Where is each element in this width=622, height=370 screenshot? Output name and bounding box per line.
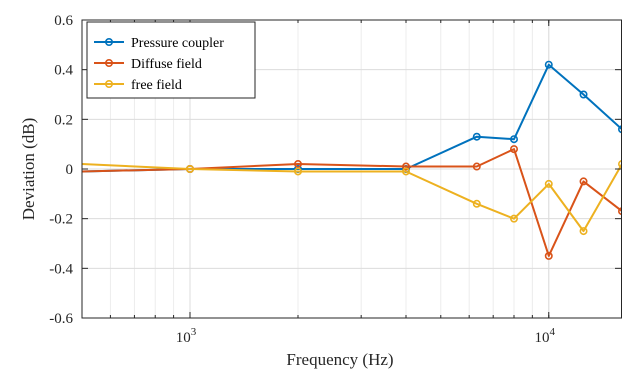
data-point bbox=[472, 162, 481, 171]
data-point bbox=[509, 135, 518, 144]
legend-marker bbox=[105, 37, 114, 46]
data-point bbox=[401, 167, 410, 176]
data-point bbox=[579, 227, 588, 236]
x-tick-labels: 103 104 bbox=[176, 326, 556, 346]
legend-marker bbox=[105, 58, 114, 67]
data-point bbox=[579, 90, 588, 99]
data-point bbox=[293, 167, 302, 176]
y-axis-label: Deviation (dB) bbox=[19, 118, 38, 220]
data-point bbox=[509, 214, 518, 223]
data-point bbox=[544, 251, 553, 260]
data-point bbox=[186, 165, 195, 174]
data-point bbox=[544, 179, 553, 188]
data-point bbox=[401, 162, 410, 171]
series-2 bbox=[81, 160, 622, 236]
y-tick-label: 0.6 bbox=[54, 13, 73, 29]
y-tick-label: 0 bbox=[66, 162, 74, 178]
legend-label: free field bbox=[131, 78, 182, 93]
x-tick-label: 103 bbox=[176, 326, 197, 346]
legend-label: Diffuse field bbox=[131, 57, 202, 72]
legend-label: Pressure coupler bbox=[131, 36, 224, 51]
series-lines bbox=[81, 60, 622, 260]
data-point bbox=[579, 177, 588, 186]
series-line bbox=[81, 148, 622, 257]
series-1 bbox=[81, 145, 622, 260]
data-point bbox=[472, 132, 481, 141]
y-tick-label: -0.2 bbox=[49, 212, 73, 228]
legend: Pressure coupler Diffuse field free field bbox=[86, 21, 256, 99]
y-tick-label: -0.4 bbox=[49, 261, 73, 277]
y-tick-label: 0.2 bbox=[54, 112, 73, 128]
x-tick-label: 104 bbox=[535, 326, 556, 346]
y-tick-label: -0.6 bbox=[49, 311, 73, 327]
legend-item: Pressure coupler bbox=[94, 36, 224, 51]
data-point bbox=[472, 199, 481, 208]
series-line bbox=[81, 163, 622, 233]
data-point bbox=[293, 160, 302, 169]
data-point bbox=[509, 145, 518, 154]
x-axis-label: Frequency (Hz) bbox=[286, 350, 393, 369]
legend-box bbox=[86, 21, 256, 99]
legend-marker bbox=[105, 80, 114, 89]
y-tick-label: 0.4 bbox=[54, 63, 73, 79]
data-point bbox=[544, 60, 553, 69]
legend-item: free field bbox=[94, 78, 182, 93]
legend-item: Diffuse field bbox=[94, 57, 202, 72]
y-tick-labels: -0.6 -0.4 -0.2 0 0.2 0.4 0.6 bbox=[49, 13, 73, 327]
